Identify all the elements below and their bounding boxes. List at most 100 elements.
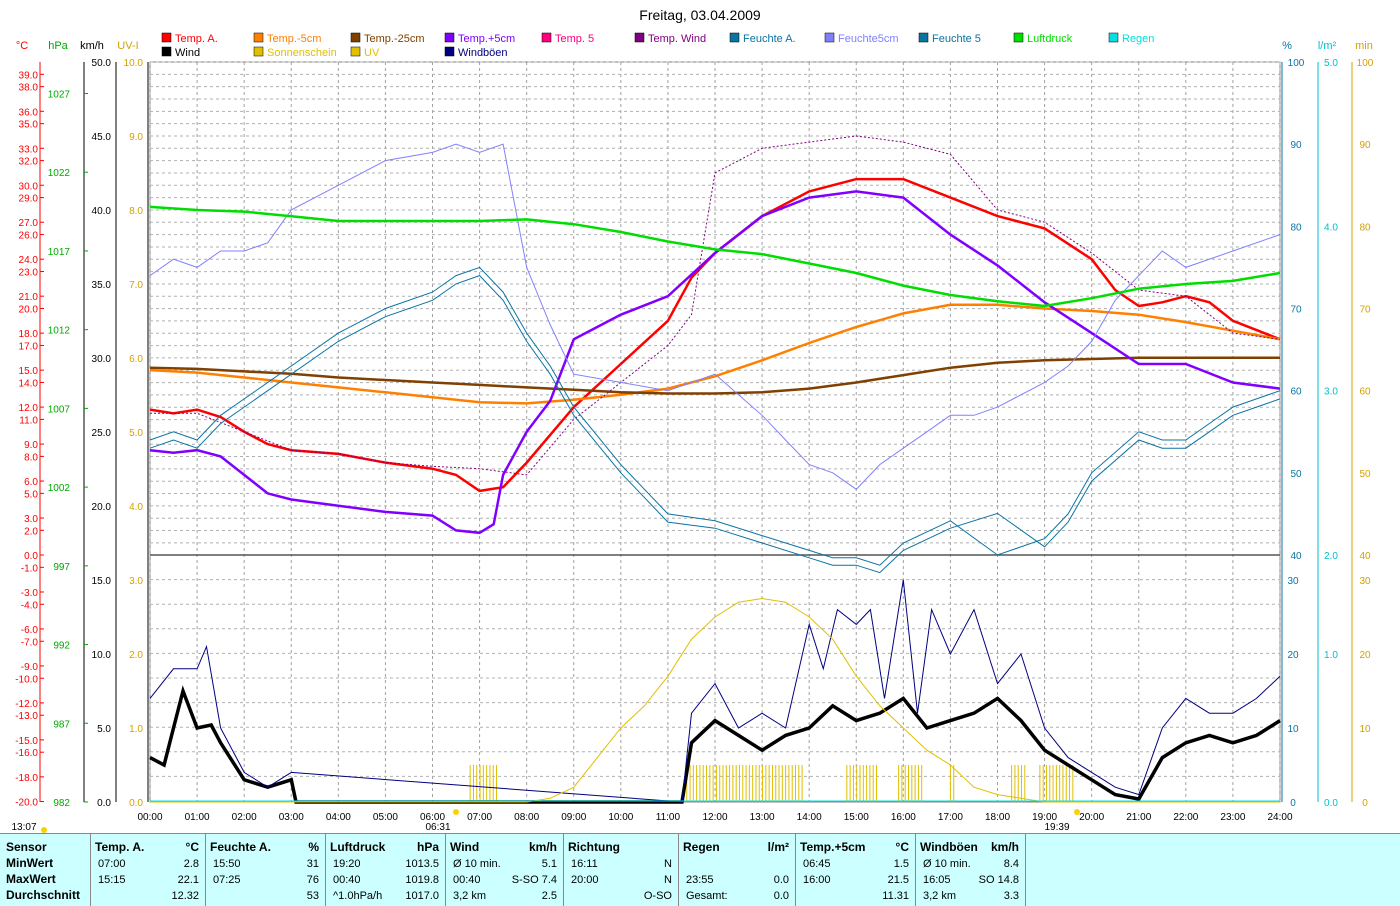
hpa-tick-label: 1017 — [48, 247, 71, 258]
stats-value: 12.32 — [171, 890, 199, 902]
x-tick-label: 18:00 — [985, 812, 1010, 823]
x-tick-label: 22:00 — [1173, 812, 1198, 823]
x-tick-label: 11:00 — [656, 812, 681, 823]
uv-tick-label: 8.0 — [129, 206, 143, 217]
temp-tick-label: -12.0 — [15, 699, 38, 710]
sun-marker — [1074, 809, 1080, 815]
stats-time: 16:05 — [923, 874, 951, 886]
x-tick-label: 08:00 — [514, 812, 539, 823]
x-tick-label: 01:00 — [185, 812, 210, 823]
stats-unit: °C — [185, 840, 199, 854]
pct-tick-label: 100 — [1288, 58, 1305, 69]
series-line-temp-wind — [150, 135, 1281, 476]
stats-time: 07:00 — [98, 858, 126, 870]
temp-tick-label: 30.0 — [19, 181, 39, 192]
temp-tick-label: -9.0 — [21, 662, 39, 673]
stats-value: 53 — [306, 890, 319, 902]
axis-unit-right: % — [1282, 40, 1292, 52]
x-tick-label: 03:00 — [279, 812, 304, 823]
hpa-tick-label: 1012 — [48, 326, 71, 337]
series-line-luftdruck — [149, 205, 1281, 308]
temp-tick-label: -18.0 — [15, 773, 38, 784]
stats-time: Ø 10 min. — [923, 858, 971, 870]
temp-tick-label: 26.0 — [19, 231, 39, 242]
hpa-tick-label: 997 — [53, 562, 70, 573]
kmh-tick-label: 50.0 — [92, 58, 112, 69]
series-line-temp-5cm — [149, 303, 1281, 405]
weather-chart: Freitag, 03.04.2009 °C hPa km/h UV-I% l/m² min… — [11, 7, 1374, 833]
stats-time: Ø 10 min. — [453, 858, 501, 870]
stats-time: 20:00 — [571, 874, 599, 886]
kmh-tick-label: 0.0 — [97, 798, 111, 809]
temp-tick-label: 9.0 — [24, 440, 38, 451]
stats-col-luftdruck: Luftdruck hPa 19:20 00:40 ^1.0hPa/h 1013.5 101… — [325, 834, 446, 906]
temp-tick-label: 11.0 — [19, 415, 38, 426]
legend-swatch — [1108, 32, 1119, 43]
axis-unit-right: min — [1355, 40, 1373, 52]
stats-header: Luftdruck — [330, 840, 386, 854]
stats-header: Temp. A. — [95, 840, 145, 854]
kmh-tick-label: 20.0 — [92, 502, 112, 513]
temp-tick-label: -6.0 — [21, 625, 39, 636]
pct-tick-label: 60 — [1290, 387, 1302, 398]
stats-col-richtung: Richtung 16:11 20:00 N N O-SO — [563, 834, 679, 906]
stats-unit: °C — [895, 840, 909, 854]
hpa-tick-label: 1007 — [48, 404, 71, 415]
uv-tick-label: 9.0 — [129, 132, 143, 143]
stats-value: 76 — [306, 874, 319, 886]
stats-col-regen: Regen l/m² 23:55 Gesamt: 0.0 0.0 — [678, 834, 796, 906]
series-line-feuchte-5 — [149, 266, 1281, 566]
hpa-tick-label: 982 — [53, 798, 70, 809]
legend-label: Wind — [175, 47, 200, 59]
min-tick-label: 20 — [1359, 650, 1371, 661]
legend-label: Luftdruck — [1027, 33, 1073, 45]
kmh-tick-label: 40.0 — [92, 206, 112, 217]
legend-swatch — [541, 32, 552, 43]
legend-swatch — [634, 32, 645, 43]
temp-tick-label: 18.0 — [19, 329, 39, 340]
legend-swatch — [444, 32, 455, 43]
stats-time: 23:55 — [686, 874, 714, 886]
uv-tick-label: 4.0 — [129, 502, 143, 513]
legend-label: Temp. A. — [175, 33, 218, 45]
legend-label: Feuchte 5 — [932, 33, 981, 45]
legend-swatch — [253, 32, 264, 43]
axis-unit-left: UV-I — [117, 40, 138, 52]
legend-label: Temp. 5 — [555, 33, 594, 45]
x-tick-label: 19:00 — [1032, 812, 1057, 823]
legend-label: Regen — [1122, 33, 1154, 45]
pct-tick-label: 90 — [1290, 140, 1302, 151]
hpa-tick-label: 1002 — [48, 483, 71, 494]
x-tick-label: 05:00 — [373, 812, 398, 823]
stats-value: 2.8 — [183, 858, 199, 870]
stats-unit: km/h — [528, 840, 557, 854]
pct-tick-label: 50 — [1290, 469, 1302, 480]
stats-header: Feuchte A. — [210, 840, 271, 854]
temp-tick-label: 3.0 — [24, 514, 38, 525]
legend-swatch — [824, 32, 835, 43]
uv-tick-label: 1.0 — [129, 724, 143, 735]
stats-value: SO 14.8 — [978, 874, 1019, 886]
pct-tick-label: 30 — [1287, 576, 1299, 587]
x-tick-label: 16:00 — [891, 812, 916, 823]
stats-value: 1013.5 — [405, 858, 439, 870]
x-tick-label: 09:00 — [561, 812, 586, 823]
stats-time: 19:20 — [333, 858, 361, 870]
stats-value: N — [664, 858, 672, 870]
stats-header-sensor: Sensor — [6, 840, 47, 854]
hpa-tick-label: 1027 — [48, 89, 71, 100]
stats-col-temp-5cm: Temp.+5cm °C 06:45 16:00 1.5 21.5 11.31 — [795, 834, 916, 906]
temp-tick-label: -13.0 — [15, 711, 38, 722]
temp-tick-label: 39.0 — [19, 70, 39, 81]
temp-tick-label: 15.0 — [19, 366, 39, 377]
stats-value: O-SO — [643, 890, 672, 902]
x-tick-label: 23:00 — [1220, 812, 1245, 823]
axis-unit-left: hPa — [48, 40, 68, 52]
x-tick-label: 20:00 — [1079, 812, 1104, 823]
legend-label: Feuchte5cm — [838, 33, 899, 45]
pct-tick-label: 70 — [1290, 305, 1302, 316]
rain-tick-label: 5.0 — [1324, 58, 1338, 69]
stats-panel: Sensor MinWert MaxWert Durchschnitt Temp… — [0, 833, 1400, 906]
uv-tick-label: 3.0 — [129, 576, 143, 587]
temp-tick-label: 5.0 — [24, 489, 38, 500]
